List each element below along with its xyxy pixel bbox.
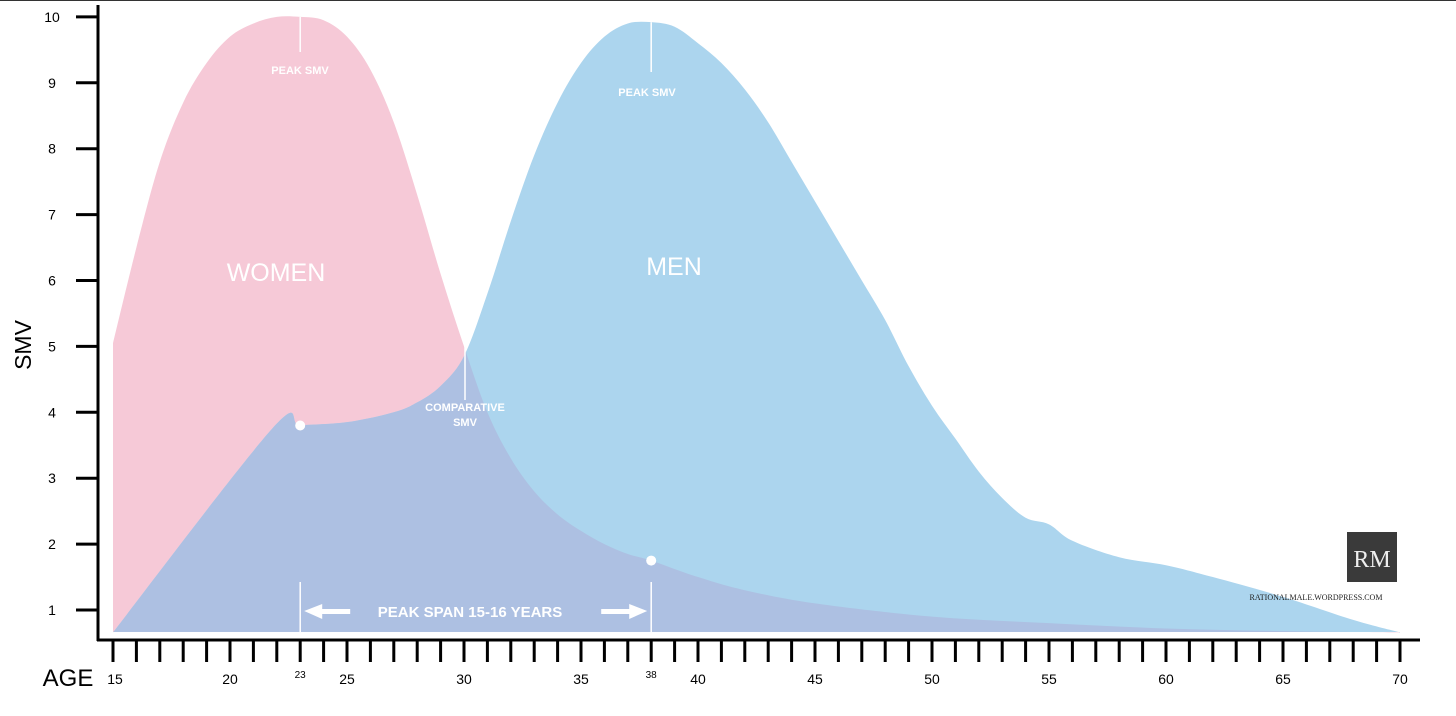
- y-tick-label: 2: [48, 536, 56, 552]
- y-tick-label: 5: [48, 338, 56, 354]
- x-tick-label: 25: [339, 671, 355, 687]
- men-point: [646, 555, 657, 566]
- series-label-men: MEN: [646, 253, 702, 281]
- x-tick-label: 65: [1275, 671, 1291, 687]
- x-tick-label: 35: [573, 671, 589, 687]
- y-tick-label: 3: [48, 470, 56, 486]
- y-tick-label: 7: [48, 207, 56, 223]
- peak-span-label: PEAK SPAN 15-16 YEARS: [378, 604, 563, 621]
- y-tick-label: 10: [44, 9, 60, 25]
- comparative-label-1: COMPARATIVE: [425, 402, 505, 414]
- logo: RM RATIONALMALE.WORDPRESS.COM: [1250, 532, 1397, 602]
- logo-box: [1347, 532, 1397, 582]
- women-point: [295, 420, 306, 431]
- y-tick-label: 6: [48, 273, 56, 289]
- women-peak-label: PEAK SMV: [271, 65, 329, 77]
- x-tick-label: 40: [690, 671, 706, 687]
- y-tick-label: 8: [48, 141, 56, 157]
- x-tick-label: 30: [456, 671, 472, 687]
- logo-monogram: RM: [1353, 547, 1390, 573]
- comparative-label-2: SMV: [453, 417, 478, 429]
- series-label-women: WOMEN: [227, 259, 326, 287]
- x-tick-label: 60: [1158, 671, 1174, 687]
- x-tick-label: 45: [807, 671, 823, 687]
- x-axis-title: AGE: [43, 665, 94, 692]
- arrow-left-icon: [304, 604, 351, 619]
- x-tick-label: 50: [924, 671, 940, 687]
- y-tick-label: 1: [48, 602, 56, 618]
- y-tick-label: 9: [48, 75, 56, 91]
- arrow-right-icon: [601, 604, 648, 619]
- y-tick-label: 4: [48, 404, 56, 420]
- x-tick-label: 20: [222, 671, 238, 687]
- x-tick-label: 55: [1041, 671, 1057, 687]
- x-special-tick-label: 38: [646, 670, 658, 681]
- x-tick-label: 70: [1392, 671, 1408, 687]
- logo-site: RATIONALMALE.WORDPRESS.COM: [1250, 593, 1383, 602]
- y-axis-title: SMV: [10, 319, 36, 370]
- top-border: [0, 0, 1456, 1]
- x-special-tick-label: 23: [295, 670, 307, 681]
- x-tick-label: 15: [107, 671, 123, 687]
- men-peak-label: PEAK SMV: [618, 87, 676, 99]
